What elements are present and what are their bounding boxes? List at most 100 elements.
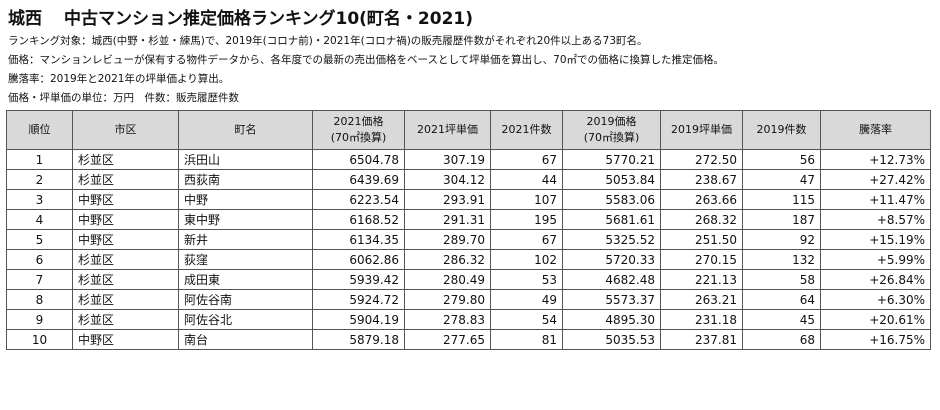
- cell-tsubo2021: 277.65: [404, 329, 491, 350]
- cell-count2019: 132: [742, 249, 821, 270]
- cell-change: +16.75%: [820, 329, 931, 350]
- cell-price2019: 5720.33: [562, 249, 661, 270]
- cell-count2019: 64: [742, 289, 821, 310]
- cell-rank: 7: [6, 269, 73, 290]
- col-header-tsubo2019: 2019坪単価: [660, 110, 743, 150]
- cell-tsubo2019: 231.18: [660, 309, 743, 330]
- cell-tsubo2019: 237.81: [660, 329, 743, 350]
- cell-count2019: 68: [742, 329, 821, 350]
- table-row: 4 中野区 東中野 6168.52 291.31 195 5681.61 268.32 187 +…: [6, 209, 931, 230]
- cell-tsubo2019: 268.32: [660, 209, 743, 230]
- cell-price2021: 6504.78: [312, 149, 405, 170]
- cell-rank: 4: [6, 209, 73, 230]
- cell-change: +26.84%: [820, 269, 931, 290]
- cell-price2019: 4895.30: [562, 309, 661, 330]
- cell-price2021: 5939.42: [312, 269, 405, 290]
- cell-price2021: 6168.52: [312, 209, 405, 230]
- cell-tsubo2021: 280.49: [404, 269, 491, 290]
- title-text: 中古マンション推定価格ランキング10(町名・2021): [64, 9, 473, 29]
- cell-rank: 3: [6, 189, 73, 210]
- col-header-price2019-sub: (70㎡換算): [583, 131, 640, 144]
- cell-rank: 10: [6, 329, 73, 350]
- page-title: 城西 中古マンション推定価格ランキング10(町名・2021): [8, 8, 934, 32]
- cell-count2019: 92: [742, 229, 821, 250]
- cell-count2021: 49: [490, 289, 563, 310]
- cell-price2019: 5770.21: [562, 149, 661, 170]
- cell-tsubo2019: 270.15: [660, 249, 743, 270]
- notes-block: ランキング対象：城西(中野・杉並・練馬)で、2019年(コロナ前)・2021年(…: [8, 32, 934, 108]
- cell-town: 中野: [178, 189, 313, 210]
- cell-rank: 2: [6, 169, 73, 190]
- cell-tsubo2021: 304.12: [404, 169, 491, 190]
- table-body: 1 杉並区 浜田山 6504.78 307.19 67 5770.21 272.50 56 +12…: [6, 149, 931, 350]
- cell-change: +6.30%: [820, 289, 931, 310]
- cell-price2019: 5681.61: [562, 209, 661, 230]
- cell-price2019: 5053.84: [562, 169, 661, 190]
- cell-tsubo2021: 293.91: [404, 189, 491, 210]
- cell-ward: 杉並区: [72, 149, 179, 170]
- cell-price2021: 5879.18: [312, 329, 405, 350]
- cell-count2021: 54: [490, 309, 563, 330]
- cell-price2021: 6062.86: [312, 249, 405, 270]
- cell-ward: 杉並区: [72, 309, 179, 330]
- cell-tsubo2019: 251.50: [660, 229, 743, 250]
- col-header-tsubo2021: 2021坪単価: [404, 110, 491, 150]
- cell-town: 新井: [178, 229, 313, 250]
- cell-price2019: 5573.37: [562, 289, 661, 310]
- col-header-price2019-main: 2019価格: [586, 115, 637, 128]
- ranking-table: 順位 市区 町名 2021価格 (70㎡換算) 2021坪単価 2021件数 20…: [6, 110, 931, 350]
- table-row: 2 杉並区 西荻南 6439.69 304.12 44 5053.84 238.67 47 +27…: [6, 169, 931, 190]
- cell-price2021: 6439.69: [312, 169, 405, 190]
- cell-town: 南台: [178, 329, 313, 350]
- cell-rank: 9: [6, 309, 73, 330]
- col-header-count2021: 2021件数: [490, 110, 563, 150]
- col-header-ward: 市区: [72, 110, 179, 150]
- cell-ward: 杉並区: [72, 289, 179, 310]
- cell-count2021: 107: [490, 189, 563, 210]
- cell-change: +12.73%: [820, 149, 931, 170]
- cell-count2021: 195: [490, 209, 563, 230]
- cell-count2019: 45: [742, 309, 821, 330]
- cell-town: 浜田山: [178, 149, 313, 170]
- cell-change: +5.99%: [820, 249, 931, 270]
- cell-price2019: 5583.06: [562, 189, 661, 210]
- cell-tsubo2021: 279.80: [404, 289, 491, 310]
- cell-price2021: 6134.35: [312, 229, 405, 250]
- cell-count2019: 47: [742, 169, 821, 190]
- cell-count2021: 67: [490, 229, 563, 250]
- cell-ward: 中野区: [72, 209, 179, 230]
- cell-tsubo2021: 278.83: [404, 309, 491, 330]
- cell-change: +20.61%: [820, 309, 931, 330]
- table-row: 10 中野区 南台 5879.18 277.65 81 5035.53 237.81 68 +16…: [6, 329, 931, 350]
- col-header-price2021-main: 2021価格: [333, 115, 384, 128]
- cell-rank: 6: [6, 249, 73, 270]
- cell-tsubo2019: 238.67: [660, 169, 743, 190]
- cell-ward: 中野区: [72, 189, 179, 210]
- cell-tsubo2019: 221.13: [660, 269, 743, 290]
- col-header-price2019: 2019価格 (70㎡換算): [562, 110, 661, 150]
- cell-rank: 1: [6, 149, 73, 170]
- cell-town: 荻窪: [178, 249, 313, 270]
- cell-count2019: 115: [742, 189, 821, 210]
- cell-price2019: 5325.52: [562, 229, 661, 250]
- cell-ward: 中野区: [72, 329, 179, 350]
- cell-count2021: 67: [490, 149, 563, 170]
- col-header-price2021: 2021価格 (70㎡換算): [312, 110, 405, 150]
- cell-change: +8.57%: [820, 209, 931, 230]
- table-row: 1 杉並区 浜田山 6504.78 307.19 67 5770.21 272.50 56 +12…: [6, 149, 931, 170]
- cell-tsubo2021: 307.19: [404, 149, 491, 170]
- note-price: 価格：マンションレビューが保有する物件データから、各年度での最新の売出価格をベー…: [8, 54, 725, 66]
- cell-price2021: 6223.54: [312, 189, 405, 210]
- cell-tsubo2019: 272.50: [660, 149, 743, 170]
- note-change-rate: 騰落率：2019年と2021年の坪単価より算出。: [8, 73, 230, 85]
- cell-ward: 杉並区: [72, 269, 179, 290]
- table-row: 8 杉並区 阿佐谷南 5924.72 279.80 49 5573.37 263.21 64 +6…: [6, 289, 931, 310]
- col-header-town: 町名: [178, 110, 313, 150]
- cell-tsubo2021: 289.70: [404, 229, 491, 250]
- table-row: 7 杉並区 成田東 5939.42 280.49 53 4682.48 221.13 58 +26…: [6, 269, 931, 290]
- cell-ward: 杉並区: [72, 249, 179, 270]
- title-region: 城西: [8, 9, 42, 29]
- cell-town: 成田東: [178, 269, 313, 290]
- cell-price2021: 5924.72: [312, 289, 405, 310]
